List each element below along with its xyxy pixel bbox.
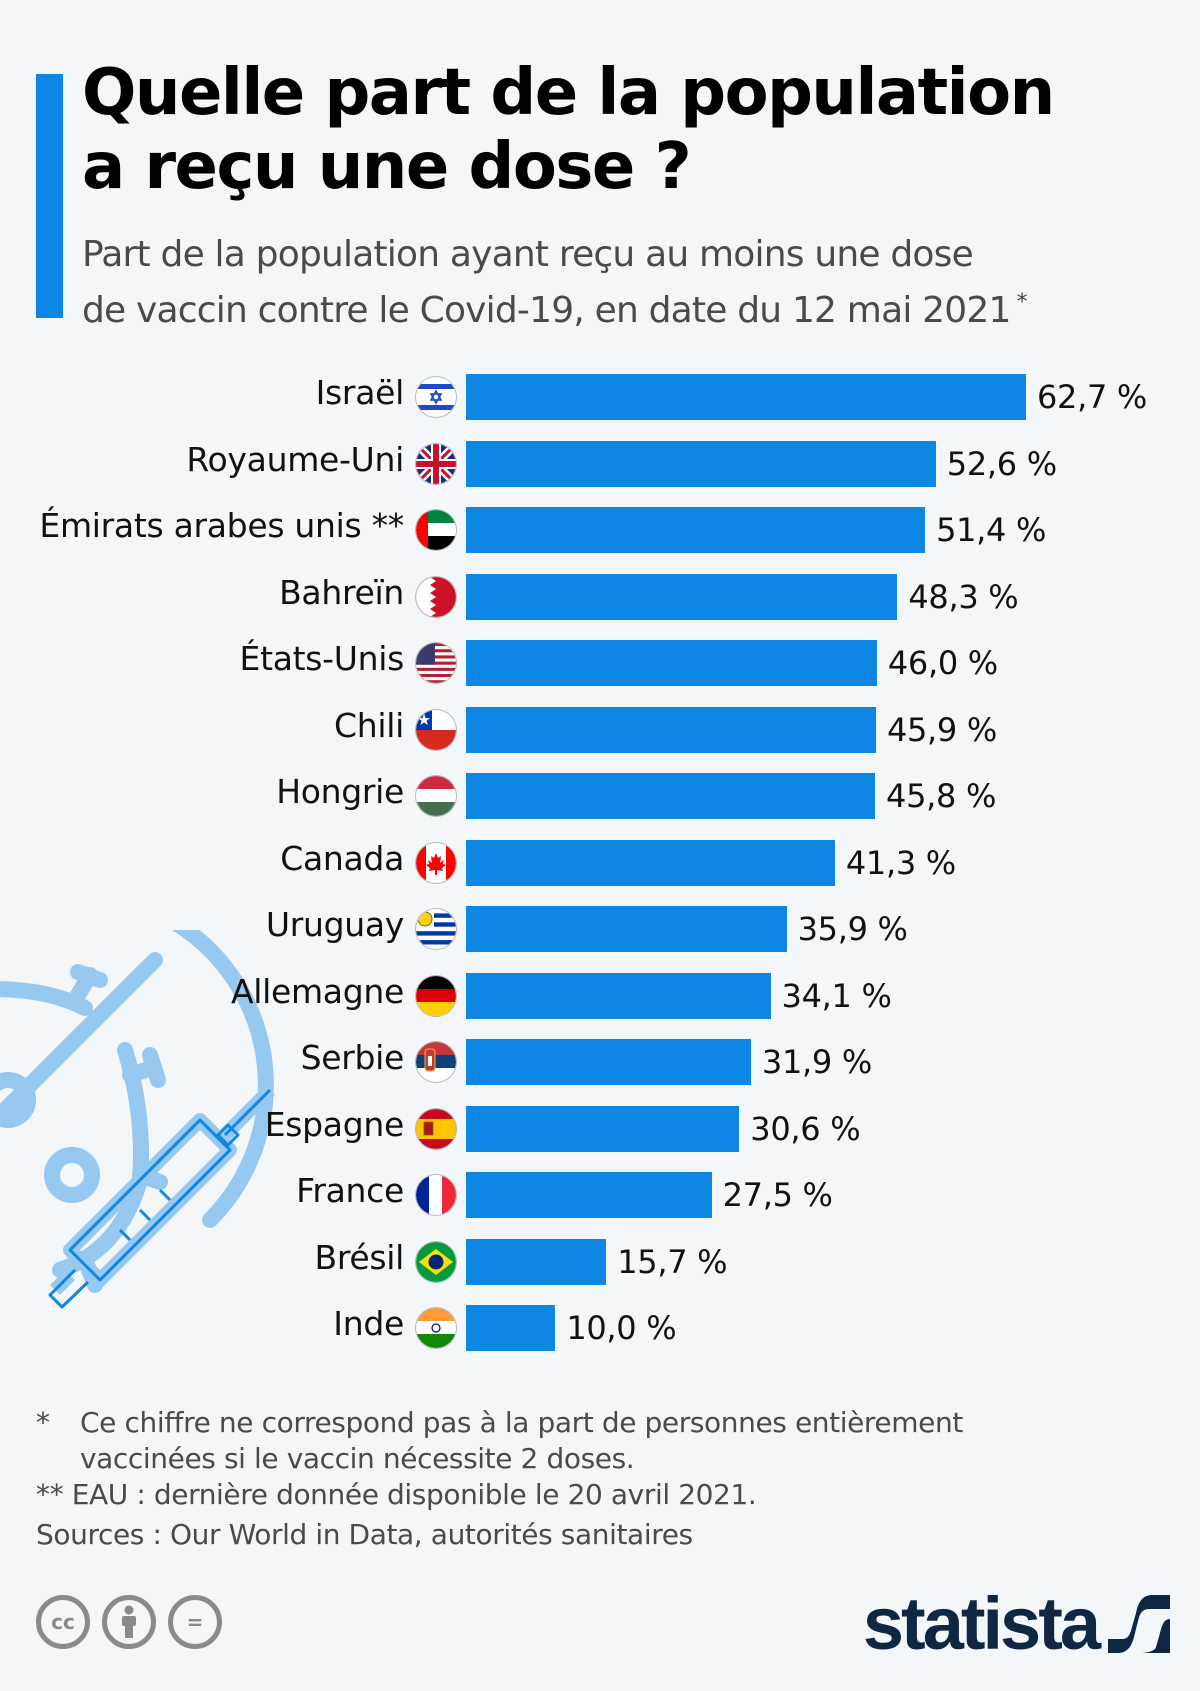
statista-mark-icon xyxy=(1108,1595,1170,1653)
value-label: 52,6 % xyxy=(946,444,1057,483)
value-label: 10,0 % xyxy=(566,1309,677,1347)
title-line-1: Quelle part de la population xyxy=(82,56,1055,130)
bar[interactable] xyxy=(466,972,771,1019)
category-label: France xyxy=(296,1171,404,1210)
value-label: 31,9 % xyxy=(761,1043,872,1081)
category-label: Brésil xyxy=(314,1237,404,1277)
value-label: 48,3 % xyxy=(908,577,1019,616)
bar[interactable] xyxy=(466,507,926,553)
bar-chart: Israël 62,7 % Royaume-Uni 52,6 % Émirats ara… xyxy=(0,360,1200,1360)
value-label: 41,3 % xyxy=(845,843,956,882)
bar[interactable] xyxy=(466,906,787,952)
title-line-2: a reçu une dose ? xyxy=(82,130,692,204)
cc-icon[interactable]: cc xyxy=(36,1595,90,1649)
footnotes: * Ce chiffre ne correspond pas à la part… xyxy=(36,1405,1136,1553)
chart-subtitle: Part de la population ayant reçu au moin… xyxy=(82,231,1142,335)
serbia-flag-icon xyxy=(416,1042,456,1082)
bar[interactable] xyxy=(466,706,876,753)
bar[interactable] xyxy=(466,839,835,886)
value-label: 62,7 % xyxy=(1037,378,1148,416)
footnote-1-line-2: vaccinées si le vaccin nécessite 2 doses… xyxy=(80,1442,635,1475)
subtitle-line-1: Part de la population ayant reçu au moin… xyxy=(82,234,974,275)
bar[interactable] xyxy=(466,1105,740,1152)
chart-title: Quelle part de la population a reçu une … xyxy=(82,56,1142,204)
israel-flag-icon xyxy=(416,377,456,417)
footnote-1-mark: * xyxy=(36,1406,50,1439)
person-icon xyxy=(122,1605,136,1638)
value-label: 45,9 % xyxy=(886,710,997,749)
uae-flag-icon xyxy=(416,510,456,550)
value-label: 27,5 % xyxy=(722,1176,833,1214)
category-label: États-Unis xyxy=(239,639,405,678)
statista-logo[interactable]: statista xyxy=(862,1582,1170,1665)
category-label: Royaume-Uni xyxy=(186,439,404,479)
subtitle-line-2: de vaccin contre le Covid-19, en date du… xyxy=(82,290,1011,331)
footnote-1: * Ce chiffre ne correspond pas à la part… xyxy=(36,1405,1136,1477)
nd-icon-label: = xyxy=(186,1610,204,1634)
bar[interactable] xyxy=(466,1172,712,1218)
france-flag-icon xyxy=(416,1175,456,1215)
cc-icon-label: cc xyxy=(51,1610,75,1634)
value-label: 34,1 % xyxy=(781,976,892,1015)
license-icons: cc = xyxy=(36,1595,222,1649)
usa-flag-icon xyxy=(416,643,456,683)
subtitle-asterisk: * xyxy=(1016,290,1028,315)
bar[interactable] xyxy=(466,773,876,819)
category-label: Bahreïn xyxy=(279,572,404,612)
bar[interactable] xyxy=(466,440,936,487)
germany-flag-icon xyxy=(416,975,456,1016)
category-label: Chili xyxy=(334,705,404,745)
category-label: Allemagne xyxy=(230,971,404,1011)
sources-text: Sources : Our World in Data, autorités s… xyxy=(36,1518,693,1551)
title-accent-bar xyxy=(36,74,63,318)
category-label: Israël xyxy=(315,373,405,412)
value-label: 51,4 % xyxy=(936,511,1047,549)
india-flag-icon xyxy=(416,1308,456,1348)
category-label: Serbie xyxy=(300,1038,405,1077)
category-label: Inde xyxy=(333,1304,404,1343)
bar[interactable] xyxy=(466,374,1026,420)
bar[interactable] xyxy=(466,1238,607,1285)
uk-flag-icon xyxy=(416,443,456,484)
uruguay-flag-icon xyxy=(416,909,456,949)
footnote-2: ** EAU : dernière donnée disponible le 2… xyxy=(36,1478,757,1511)
footnote-1-line-1: Ce chiffre ne correspond pas à la part d… xyxy=(80,1406,963,1439)
bar[interactable] xyxy=(466,1305,556,1351)
virus-syringe-illustration xyxy=(0,930,275,1309)
category-label: Uruguay xyxy=(265,905,404,944)
bahrain-flag-icon xyxy=(416,576,456,617)
chile-flag-icon xyxy=(416,709,456,750)
spain-flag-icon xyxy=(416,1108,456,1149)
syringe-icon xyxy=(48,1085,275,1309)
category-label: Espagne xyxy=(264,1104,405,1144)
bar[interactable] xyxy=(466,640,877,686)
attribution-icon[interactable] xyxy=(102,1595,156,1649)
value-label: 15,7 % xyxy=(617,1242,728,1281)
category-label: Émirats arabes unis ** xyxy=(39,506,404,545)
value-label: 45,8 % xyxy=(886,777,997,815)
value-label: 30,6 % xyxy=(750,1109,861,1148)
no-derivatives-icon[interactable]: = xyxy=(168,1595,222,1649)
bar[interactable] xyxy=(466,573,898,620)
category-label: Hongrie xyxy=(276,772,404,811)
bar[interactable] xyxy=(466,1039,751,1085)
category-label: Canada xyxy=(280,838,404,878)
value-label: 35,9 % xyxy=(797,910,908,948)
value-label: 46,0 % xyxy=(887,644,998,682)
canada-flag-icon xyxy=(416,842,456,883)
brazil-flag-icon xyxy=(416,1241,456,1282)
brand-name: statista xyxy=(862,1582,1101,1665)
hungary-flag-icon xyxy=(416,776,456,816)
